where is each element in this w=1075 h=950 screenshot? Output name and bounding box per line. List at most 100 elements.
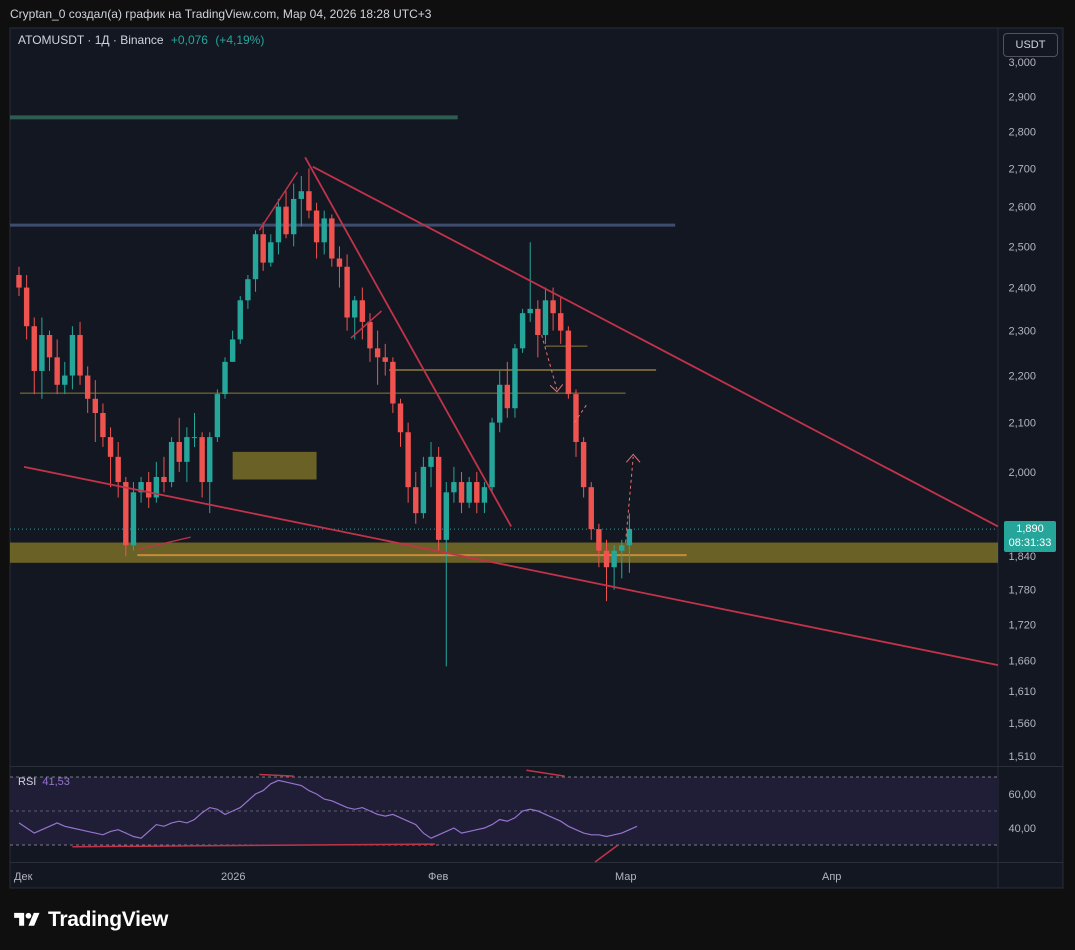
- rsi-line: [18, 779, 638, 839]
- candle-body: [54, 357, 60, 385]
- candle-body: [260, 234, 266, 263]
- candle-body: [283, 206, 289, 235]
- price-axis-label: 2,900: [1008, 91, 1036, 103]
- candle-body: [603, 550, 610, 568]
- candle-body: [207, 437, 213, 483]
- last-price-tag: 1,890 08:31:33: [1004, 521, 1056, 552]
- last-price-value: 1,890: [1016, 523, 1044, 535]
- currency-button[interactable]: USDT: [1003, 33, 1058, 57]
- candle-body: [352, 300, 358, 318]
- time-axis-label: 2026: [221, 871, 245, 883]
- price-change: +0,076: [170, 33, 208, 47]
- time-axis-label: Апр: [822, 871, 841, 883]
- candle-body: [588, 487, 594, 530]
- rsi-value: 41,53: [42, 776, 70, 788]
- candle-body: [382, 357, 388, 362]
- candle-body: [535, 308, 541, 336]
- tradingview-logo[interactable]: TradingView: [12, 906, 168, 934]
- candle-body: [451, 482, 457, 493]
- candle-body: [100, 412, 106, 438]
- price-axis-label: 2,100: [1008, 418, 1036, 430]
- base-trendline: [137, 536, 191, 551]
- candle-body: [123, 482, 129, 546]
- candle-body: [420, 466, 427, 514]
- candle-body: [458, 482, 465, 503]
- candle-body: [153, 476, 160, 498]
- candle-body: [31, 326, 37, 371]
- candle-body: [237, 300, 243, 340]
- candle-body: [397, 403, 404, 433]
- price-axis-background: [998, 28, 1063, 862]
- price-axis-label: 2,700: [1008, 164, 1036, 176]
- candle-body: [558, 313, 564, 331]
- candle-body: [191, 437, 198, 439]
- candle-body: [504, 384, 511, 409]
- candle-body: [496, 384, 503, 423]
- candle-body: [321, 218, 327, 243]
- candle-body: [39, 335, 45, 371]
- time-axis-label: Мар: [615, 871, 637, 883]
- chart-frame: [9, 27, 1064, 889]
- candle-body: [405, 432, 411, 488]
- candle-body: [222, 361, 228, 395]
- candle-body: [336, 258, 343, 267]
- candle-body: [390, 361, 396, 404]
- candle-body: [229, 339, 236, 362]
- candle-body: [573, 394, 579, 443]
- projection-path: [625, 456, 634, 543]
- candle-body: [107, 437, 114, 457]
- candle-body: [313, 210, 320, 243]
- candle-body: [428, 456, 434, 467]
- tradingview-logo-icon: [14, 912, 40, 926]
- lower-wedge-trendline: [23, 465, 999, 667]
- price-axis-label: 2,800: [1008, 127, 1036, 139]
- candle-body: [580, 442, 587, 488]
- candle-body: [550, 300, 556, 314]
- candle-body: [23, 287, 30, 327]
- price-axis-label: 1,660: [1008, 655, 1036, 667]
- candle-body: [199, 437, 205, 483]
- time-axis-background: [10, 862, 1063, 888]
- symbol-legend[interactable]: ATOMUSDT · 1Д · Binance +0,076 (+4,19%): [18, 33, 264, 47]
- candle-body: [619, 545, 625, 551]
- price-axis-label: 2,400: [1008, 283, 1036, 295]
- symbol-name: ATOMUSDT: [18, 33, 85, 47]
- pullback-trendline: [350, 310, 382, 339]
- candle-body: [268, 242, 274, 263]
- candle-body: [275, 206, 282, 243]
- price-axis-label: 1,780: [1008, 585, 1036, 597]
- candle-body: [374, 348, 381, 358]
- candle-body: [435, 456, 442, 540]
- candle-body: [542, 300, 549, 336]
- candle-body: [146, 482, 152, 498]
- candle-body: [115, 456, 121, 483]
- candle-body: [168, 442, 175, 483]
- candle-body: [344, 266, 350, 318]
- candle-body: [489, 422, 495, 488]
- candle-body: [626, 529, 633, 546]
- candle-body: [252, 234, 259, 280]
- price-axis-label: 2,200: [1008, 371, 1036, 383]
- rsi-axis-label: 40,00: [1008, 823, 1036, 835]
- candle-body: [298, 191, 305, 199]
- candle-body: [466, 482, 472, 503]
- candle-body: [527, 308, 533, 314]
- rsi-name: RSI: [18, 776, 37, 788]
- price-axis-label: 1,510: [1008, 751, 1036, 763]
- candle-body: [290, 198, 297, 235]
- candle-body: [565, 330, 572, 395]
- candle-body: [519, 313, 526, 349]
- rsi-legend[interactable]: RSI 41,53: [18, 776, 70, 788]
- legend-separator: ·: [87, 33, 92, 47]
- candle-body: [306, 191, 312, 211]
- candle-body: [367, 321, 373, 349]
- projection-arrowhead: [626, 453, 641, 463]
- candle-body: [474, 482, 480, 503]
- descending-trendline: [304, 156, 512, 527]
- price-axis-label: 2,300: [1008, 326, 1036, 338]
- logo-text: TradingView: [48, 908, 169, 931]
- price-axis-label: 2,500: [1008, 241, 1036, 253]
- candle-body: [138, 482, 144, 493]
- candle-body: [481, 487, 488, 503]
